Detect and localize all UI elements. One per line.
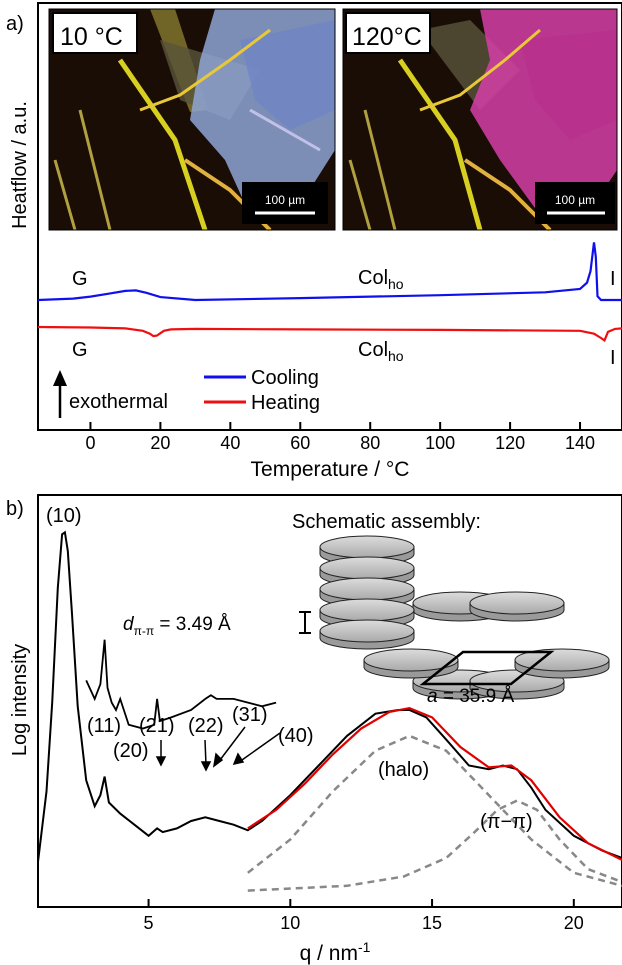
phase-label-col: Colho	[358, 339, 404, 364]
x-tick-label: 120	[495, 433, 525, 453]
x-tick-label: 20	[564, 913, 584, 933]
inset-temperature-label: 120°C	[352, 23, 422, 51]
disc-top	[469, 591, 565, 615]
series-line-inset-zoom	[85, 639, 277, 730]
series-line-halo-component	[247, 734, 622, 888]
x-tick-label: 20	[150, 433, 170, 453]
y-axis-title-a: Heatflow / a.u.	[9, 101, 31, 229]
x-tick-label: 40	[220, 433, 240, 453]
legend: Cooling Heating	[204, 367, 320, 414]
scalebar-label: 100 µm	[265, 193, 305, 207]
x-tick-label: 5	[144, 913, 154, 933]
x-tick-label: 60	[290, 433, 310, 453]
temperature-label-box	[345, 12, 431, 54]
panel-a: a) 10 °C 100 µm	[6, 2, 622, 481]
peak-label-pi-pi: (π−π)	[480, 811, 533, 833]
legend-label-cooling: Cooling	[251, 367, 319, 389]
series-line-cooling	[38, 242, 622, 302]
series-line-pi-pi-component	[247, 799, 622, 892]
disc-top	[319, 619, 415, 643]
phase-label-g: G	[72, 268, 88, 290]
x-tick-label: 100	[425, 433, 455, 453]
disc-top	[319, 577, 415, 601]
micrograph-10c: 10 °C 100 µm	[48, 8, 336, 232]
phase-label-i: I	[610, 268, 616, 290]
x-tick-label: 0	[85, 433, 95, 453]
inset-temperature-label: 10 °C	[60, 23, 123, 51]
disc-top	[319, 535, 415, 559]
panel-b-label: b)	[6, 498, 24, 520]
exothermal-label: exothermal	[69, 391, 168, 413]
peak-label-40: (40)	[278, 725, 314, 747]
disc-stack	[319, 535, 610, 700]
panel-b: b) Schematic assembly: dπ-π = 3.49 Å a =…	[6, 494, 622, 965]
disc-top	[363, 648, 459, 672]
peak-label-halo: (halo)	[378, 759, 429, 781]
x-tick-label: 80	[360, 433, 380, 453]
disc-top	[319, 556, 415, 580]
peak-arrows	[155, 726, 281, 772]
x-axis-title-a: Temperature / °C	[251, 458, 410, 481]
series-line-fit	[247, 706, 622, 861]
x-tick-label: 10	[280, 913, 300, 933]
phase-label-col: Colho	[358, 267, 404, 292]
series-line-measured	[38, 530, 622, 862]
micrograph-120c: 120°C 100 µm	[342, 8, 618, 232]
x-tick-label: 15	[422, 913, 442, 933]
d-spacing-label: dπ-π = 3.49 Å	[123, 614, 231, 638]
disc-top	[514, 648, 610, 672]
series-line-heating	[38, 325, 622, 343]
scalebar-box	[535, 182, 615, 224]
phase-label-g: G	[72, 339, 88, 361]
peak-label-22: (22)	[188, 715, 224, 737]
x-tick-label: 140	[565, 433, 595, 453]
scalebar-box	[242, 182, 328, 224]
schematic-assembly: Schematic assembly: dπ-π = 3.49 Å a = 35…	[123, 511, 610, 707]
schematic-title: Schematic assembly:	[292, 511, 481, 533]
peak-label-31: (31)	[232, 704, 268, 726]
lattice-constant-label: a = 35.9 Å	[427, 686, 514, 707]
panel-a-label: a)	[6, 13, 24, 35]
unit-cell-rhombus	[419, 650, 555, 686]
peak-label-11: (11)	[87, 715, 121, 737]
y-axis-title-b: Log intensity	[9, 644, 31, 756]
peak-label-10: (10)	[46, 505, 82, 527]
exothermal-arrowhead	[53, 370, 67, 386]
legend-label-heating: Heating	[251, 392, 320, 414]
disc-top	[319, 598, 415, 622]
x-axis-ticks-b: 5 10 15 20	[144, 899, 584, 933]
panel-b-frame	[37, 494, 622, 908]
scalebar-label: 100 µm	[555, 193, 595, 207]
phase-label-i: I	[610, 347, 616, 369]
panel-a-frame	[37, 2, 622, 431]
x-axis-title-b: q / nm-1	[300, 939, 371, 965]
temperature-label-box	[52, 12, 138, 54]
peak-label-21: (21)	[139, 715, 175, 737]
x-axis-ticks-a: 0 20 40 60 80 100 120 140	[85, 422, 595, 453]
peak-label-20: (20)	[113, 740, 149, 762]
